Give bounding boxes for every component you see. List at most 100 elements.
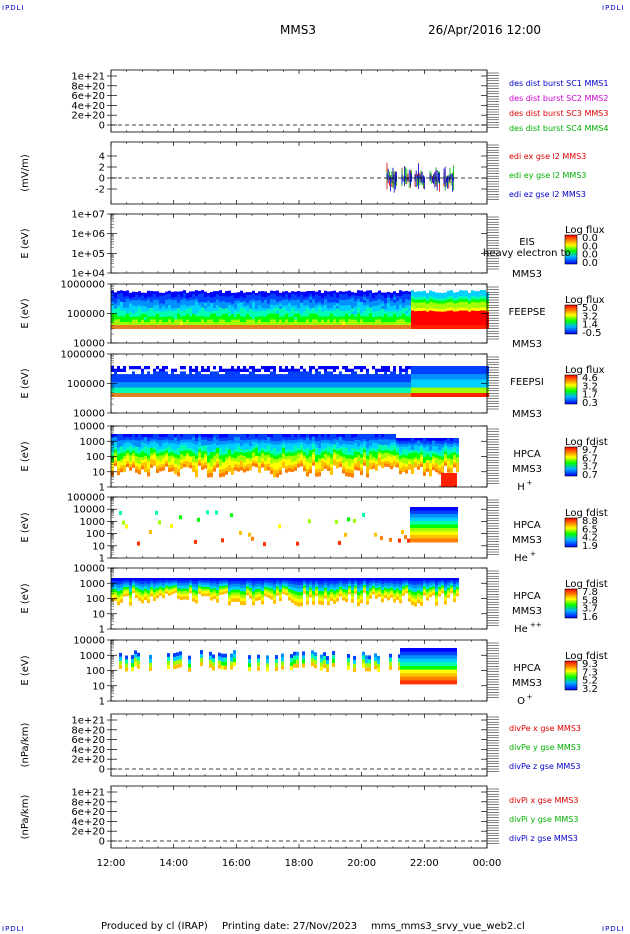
- colorbar-tick-p6: 3.7: [582, 462, 598, 473]
- ytick-label-p11: 4e+20: [71, 817, 105, 828]
- colorbar-tick-p5: 3.2: [582, 381, 598, 392]
- colorbar-tick-p6: 0.7: [582, 470, 598, 481]
- legend-entry-p1: des dist burst SC2 MMS2: [509, 94, 608, 103]
- instrument-label-p9: HPCA: [513, 663, 541, 674]
- species-charge-p9: +: [527, 693, 533, 701]
- panel-frame-p1: [110, 69, 488, 133]
- ytick-label-p5: 1000000: [60, 350, 105, 361]
- ytick-label-p2: 4: [99, 152, 105, 163]
- colorbar-title-p3: Log flux: [565, 225, 605, 236]
- ytick-label-p10: 4e+20: [71, 745, 105, 756]
- spacecraft-label-p4: MMS3: [512, 339, 542, 350]
- legend-entry-p10: divPe x gse MMS3: [509, 724, 581, 733]
- ytick-label-p11: 1e+21: [71, 788, 105, 799]
- xtick-label: 14:00: [159, 858, 188, 869]
- footer-printing-date: Printing date: 27/Nov/2023: [222, 921, 358, 932]
- colorbar-tick-p7: 8.8: [582, 516, 598, 527]
- ytick-label-p6: 1000: [80, 437, 105, 448]
- colorbar-tick-p3: 0.0: [582, 233, 598, 244]
- ytick-label-p1: 1e+21: [71, 72, 105, 83]
- colorbar-tick-p3: 0.0: [582, 258, 598, 269]
- xtick-label: 12:00: [97, 858, 126, 869]
- colorbar-tick-p3: 0.0: [582, 241, 598, 252]
- colorbar-title-p7: Log fdist: [565, 508, 608, 519]
- ytick-label-p11: 0: [99, 837, 105, 848]
- legend-entry-p1: des dist burst SC3 MMS3: [509, 109, 608, 118]
- axis-label-p4: E (eV): [20, 298, 31, 328]
- corner-label-top-right: IPDLI: [602, 4, 625, 12]
- ytick-label-p3: 1e+04: [71, 269, 105, 280]
- xtick-label: 20:00: [347, 858, 376, 869]
- axis-label-p10: (nPa/km): [20, 723, 31, 768]
- ytick-label-p8: 100: [86, 594, 105, 605]
- species-charge-p7: +: [530, 550, 536, 558]
- axis-label-p8: E (eV): [20, 583, 31, 613]
- ytick-label-p9: 1: [99, 697, 105, 708]
- species-label-p6: H: [517, 482, 525, 493]
- colorbar-tick-p4: 3.2: [582, 311, 598, 322]
- species-charge-p8: ++: [530, 621, 542, 629]
- ytick-label-p10: 1e+21: [71, 716, 105, 727]
- legend-entry-p2: edi ey gse l2 MMS3: [509, 171, 587, 180]
- colorbar-tick-p3: 0.0: [582, 250, 598, 261]
- colorbar-tick-p9: 9.3: [582, 659, 598, 670]
- ytick-label-p1: 4e+20: [71, 101, 105, 112]
- colorbar-title-p4: Log flux: [565, 295, 605, 306]
- colorbar-tick-p7: 6.5: [582, 524, 598, 535]
- instrument-label-p5: FEEPSI: [510, 377, 544, 388]
- ytick-label-p6: 100: [86, 452, 105, 463]
- colorbar-title-p6: Log fdist: [565, 437, 608, 448]
- colorbar-tick-p6: 6.7: [582, 453, 598, 464]
- legend-entry-p10: divPe y gse MMS3: [509, 743, 581, 752]
- ytick-label-p4: 1000000: [60, 280, 105, 291]
- ytick-label-p11: 6e+20: [71, 807, 105, 818]
- ytick-label-p9: 1000: [80, 651, 105, 662]
- ytick-label-p7: 1000: [80, 517, 105, 528]
- panel-frame-p11: [110, 785, 488, 849]
- page-title: MMS3: [280, 23, 316, 37]
- spacecraft-label-p7: MMS3: [512, 535, 542, 546]
- ytick-label-p7: 10: [92, 541, 105, 552]
- colorbar-tick-p5: 4.6: [582, 373, 598, 384]
- ytick-label-p11: 8e+20: [71, 797, 105, 808]
- corner-label-top-left: IPDLI: [2, 4, 25, 12]
- colorbar-p5: [564, 374, 578, 405]
- axis-label-p2: (mV/m): [20, 154, 31, 192]
- ytick-label-p7: 100000: [67, 493, 105, 504]
- colorbar-title-p9: Log fdist: [565, 651, 608, 662]
- ytick-label-p1: 8e+20: [71, 81, 105, 92]
- colorbar-tick-p7: 4.2: [582, 533, 598, 544]
- spacecraft-label-p6: MMS3: [512, 464, 542, 475]
- ytick-label-p5: 10000: [73, 409, 105, 420]
- colorbar-tick-p8: 7.8: [582, 587, 598, 598]
- instrument-label-p4: FEEPSE: [508, 307, 545, 318]
- colorbar-tick-p9: 3.2: [582, 684, 598, 695]
- legend-entry-p2: edi ex gse l2 MMS3: [509, 152, 586, 161]
- ytick-label-p8: 1: [99, 625, 105, 636]
- ytick-label-p3: 1e+06: [71, 229, 105, 240]
- xtick-label: 18:00: [285, 858, 314, 869]
- ytick-label-p11: 2e+20: [71, 827, 105, 838]
- legend-entry-p2: edi ez gse l2 MMS3: [509, 190, 586, 199]
- legend-entry-p11: divPi y gse MMS3: [509, 815, 578, 824]
- panel-frame-p2: [110, 141, 488, 205]
- species-label-p7: He: [514, 553, 528, 564]
- colorbar-p4: [564, 304, 578, 335]
- panel-frame-p10: [110, 713, 488, 777]
- ytick-label-p2: -2: [95, 185, 105, 196]
- legend-entry-p11: divPi z gse MMS3: [509, 834, 578, 843]
- ytick-label-p7: 1: [99, 554, 105, 565]
- species-label-p8: He: [514, 624, 528, 635]
- species-charge-p6: +: [527, 479, 533, 487]
- colorbar-p3: [564, 234, 578, 265]
- corner-label-bottom-left: IPDLI: [2, 925, 25, 933]
- ytick-label-p5: 100000: [67, 379, 105, 390]
- axis-label-p9: E (eV): [20, 655, 31, 685]
- axis-label-p11: (nPa/km): [20, 795, 31, 840]
- colorbar-title-p8: Log fdist: [565, 579, 608, 590]
- colorbar-tick-p4: 1.4: [582, 320, 598, 331]
- corner-label-bottom-right: IPDLI: [602, 925, 625, 933]
- colorbar-tick-p6: 9.7: [582, 445, 598, 456]
- colorbar-title-p5: Log flux: [565, 365, 605, 376]
